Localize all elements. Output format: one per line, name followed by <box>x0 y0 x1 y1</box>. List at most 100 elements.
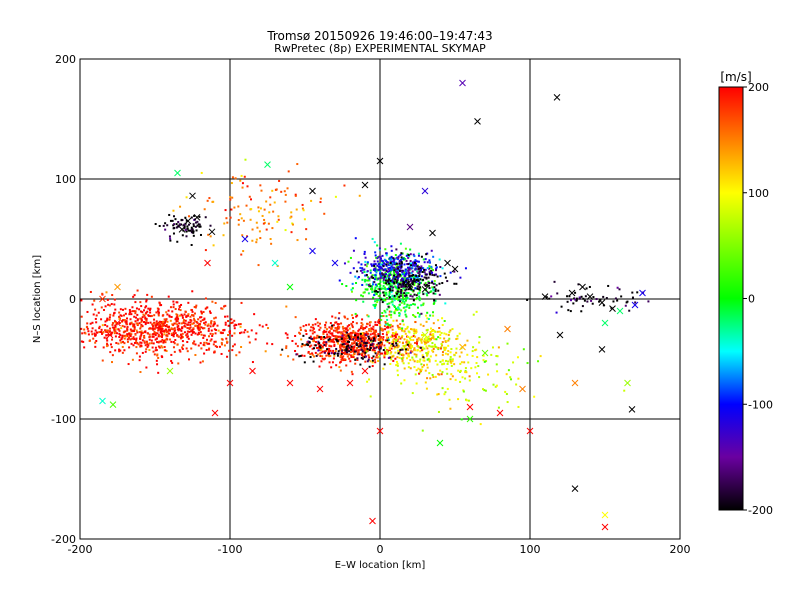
data-point <box>398 293 401 296</box>
data-point <box>220 352 223 355</box>
data-point <box>302 334 305 337</box>
data-point <box>246 185 249 188</box>
data-point <box>430 265 433 268</box>
data-point <box>337 317 340 320</box>
data-point <box>599 298 602 301</box>
data-point <box>204 297 207 300</box>
data-point <box>384 320 387 323</box>
data-point <box>400 262 403 265</box>
data-point <box>341 333 344 336</box>
data-point <box>337 325 340 328</box>
data-point <box>368 378 371 381</box>
data-point <box>409 286 412 289</box>
data-point <box>284 193 287 196</box>
data-point <box>371 288 374 291</box>
data-point <box>118 332 121 335</box>
data-point <box>374 303 377 306</box>
data-point <box>356 336 359 339</box>
data-point <box>221 332 224 335</box>
data-point <box>403 285 406 288</box>
data-point <box>149 315 152 318</box>
data-point <box>389 283 392 286</box>
data-point <box>412 314 415 317</box>
data-point <box>163 345 166 348</box>
cross-marker <box>571 379 579 387</box>
data-point <box>154 223 157 226</box>
data-point <box>170 360 173 363</box>
data-point <box>371 237 374 240</box>
data-point <box>352 349 355 352</box>
data-point <box>460 361 463 364</box>
data-point <box>158 225 161 228</box>
data-point <box>174 318 177 321</box>
data-point <box>149 307 152 310</box>
data-point <box>150 339 153 342</box>
data-point <box>318 336 321 339</box>
data-point <box>425 314 428 317</box>
data-point <box>100 306 103 309</box>
data-point <box>199 233 202 236</box>
cross-marker <box>481 349 489 357</box>
data-point <box>363 334 366 337</box>
data-point <box>133 341 136 344</box>
data-point <box>186 332 189 335</box>
data-point <box>377 350 380 353</box>
data-point <box>305 324 308 327</box>
data-point <box>231 176 234 179</box>
data-point <box>118 321 121 324</box>
data-point <box>394 309 397 312</box>
data-point <box>446 362 449 365</box>
data-point <box>324 324 327 327</box>
data-point <box>233 343 236 346</box>
data-point <box>356 314 359 317</box>
data-point <box>435 338 438 341</box>
data-point <box>449 358 452 361</box>
cross-marker <box>406 223 414 231</box>
data-point <box>453 353 456 356</box>
data-point <box>168 314 171 317</box>
data-point <box>398 259 401 262</box>
data-point <box>202 343 205 346</box>
data-point <box>426 363 429 366</box>
data-point <box>203 341 206 344</box>
data-point <box>305 333 308 336</box>
data-point <box>366 322 369 325</box>
data-point <box>373 337 376 340</box>
data-point <box>224 315 227 318</box>
cross-marker <box>331 259 339 267</box>
data-point <box>403 310 406 313</box>
data-point <box>497 406 500 409</box>
data-point <box>344 339 347 342</box>
data-point <box>284 200 287 203</box>
cross-marker <box>376 427 384 435</box>
data-point <box>354 362 357 365</box>
data-point <box>387 274 390 277</box>
data-point <box>319 355 322 358</box>
data-point <box>168 315 171 318</box>
data-point <box>254 338 257 341</box>
data-point <box>427 291 430 294</box>
data-point <box>371 287 374 290</box>
data-point <box>358 348 361 351</box>
data-point <box>302 325 305 328</box>
data-point <box>176 320 179 323</box>
data-point <box>320 351 323 354</box>
data-point <box>397 289 400 292</box>
data-point <box>401 342 404 345</box>
data-point <box>340 337 343 340</box>
data-point <box>428 360 431 363</box>
data-point <box>350 322 353 325</box>
data-point <box>381 332 384 335</box>
data-point <box>420 255 423 258</box>
data-point <box>346 340 349 343</box>
data-point <box>130 333 133 336</box>
data-point <box>200 171 203 174</box>
data-point <box>95 321 98 324</box>
data-point <box>323 343 326 346</box>
data-point <box>483 360 486 363</box>
data-point <box>169 319 172 322</box>
data-point <box>362 300 365 303</box>
data-point <box>378 347 381 350</box>
data-point <box>351 287 354 290</box>
data-point <box>626 300 629 303</box>
